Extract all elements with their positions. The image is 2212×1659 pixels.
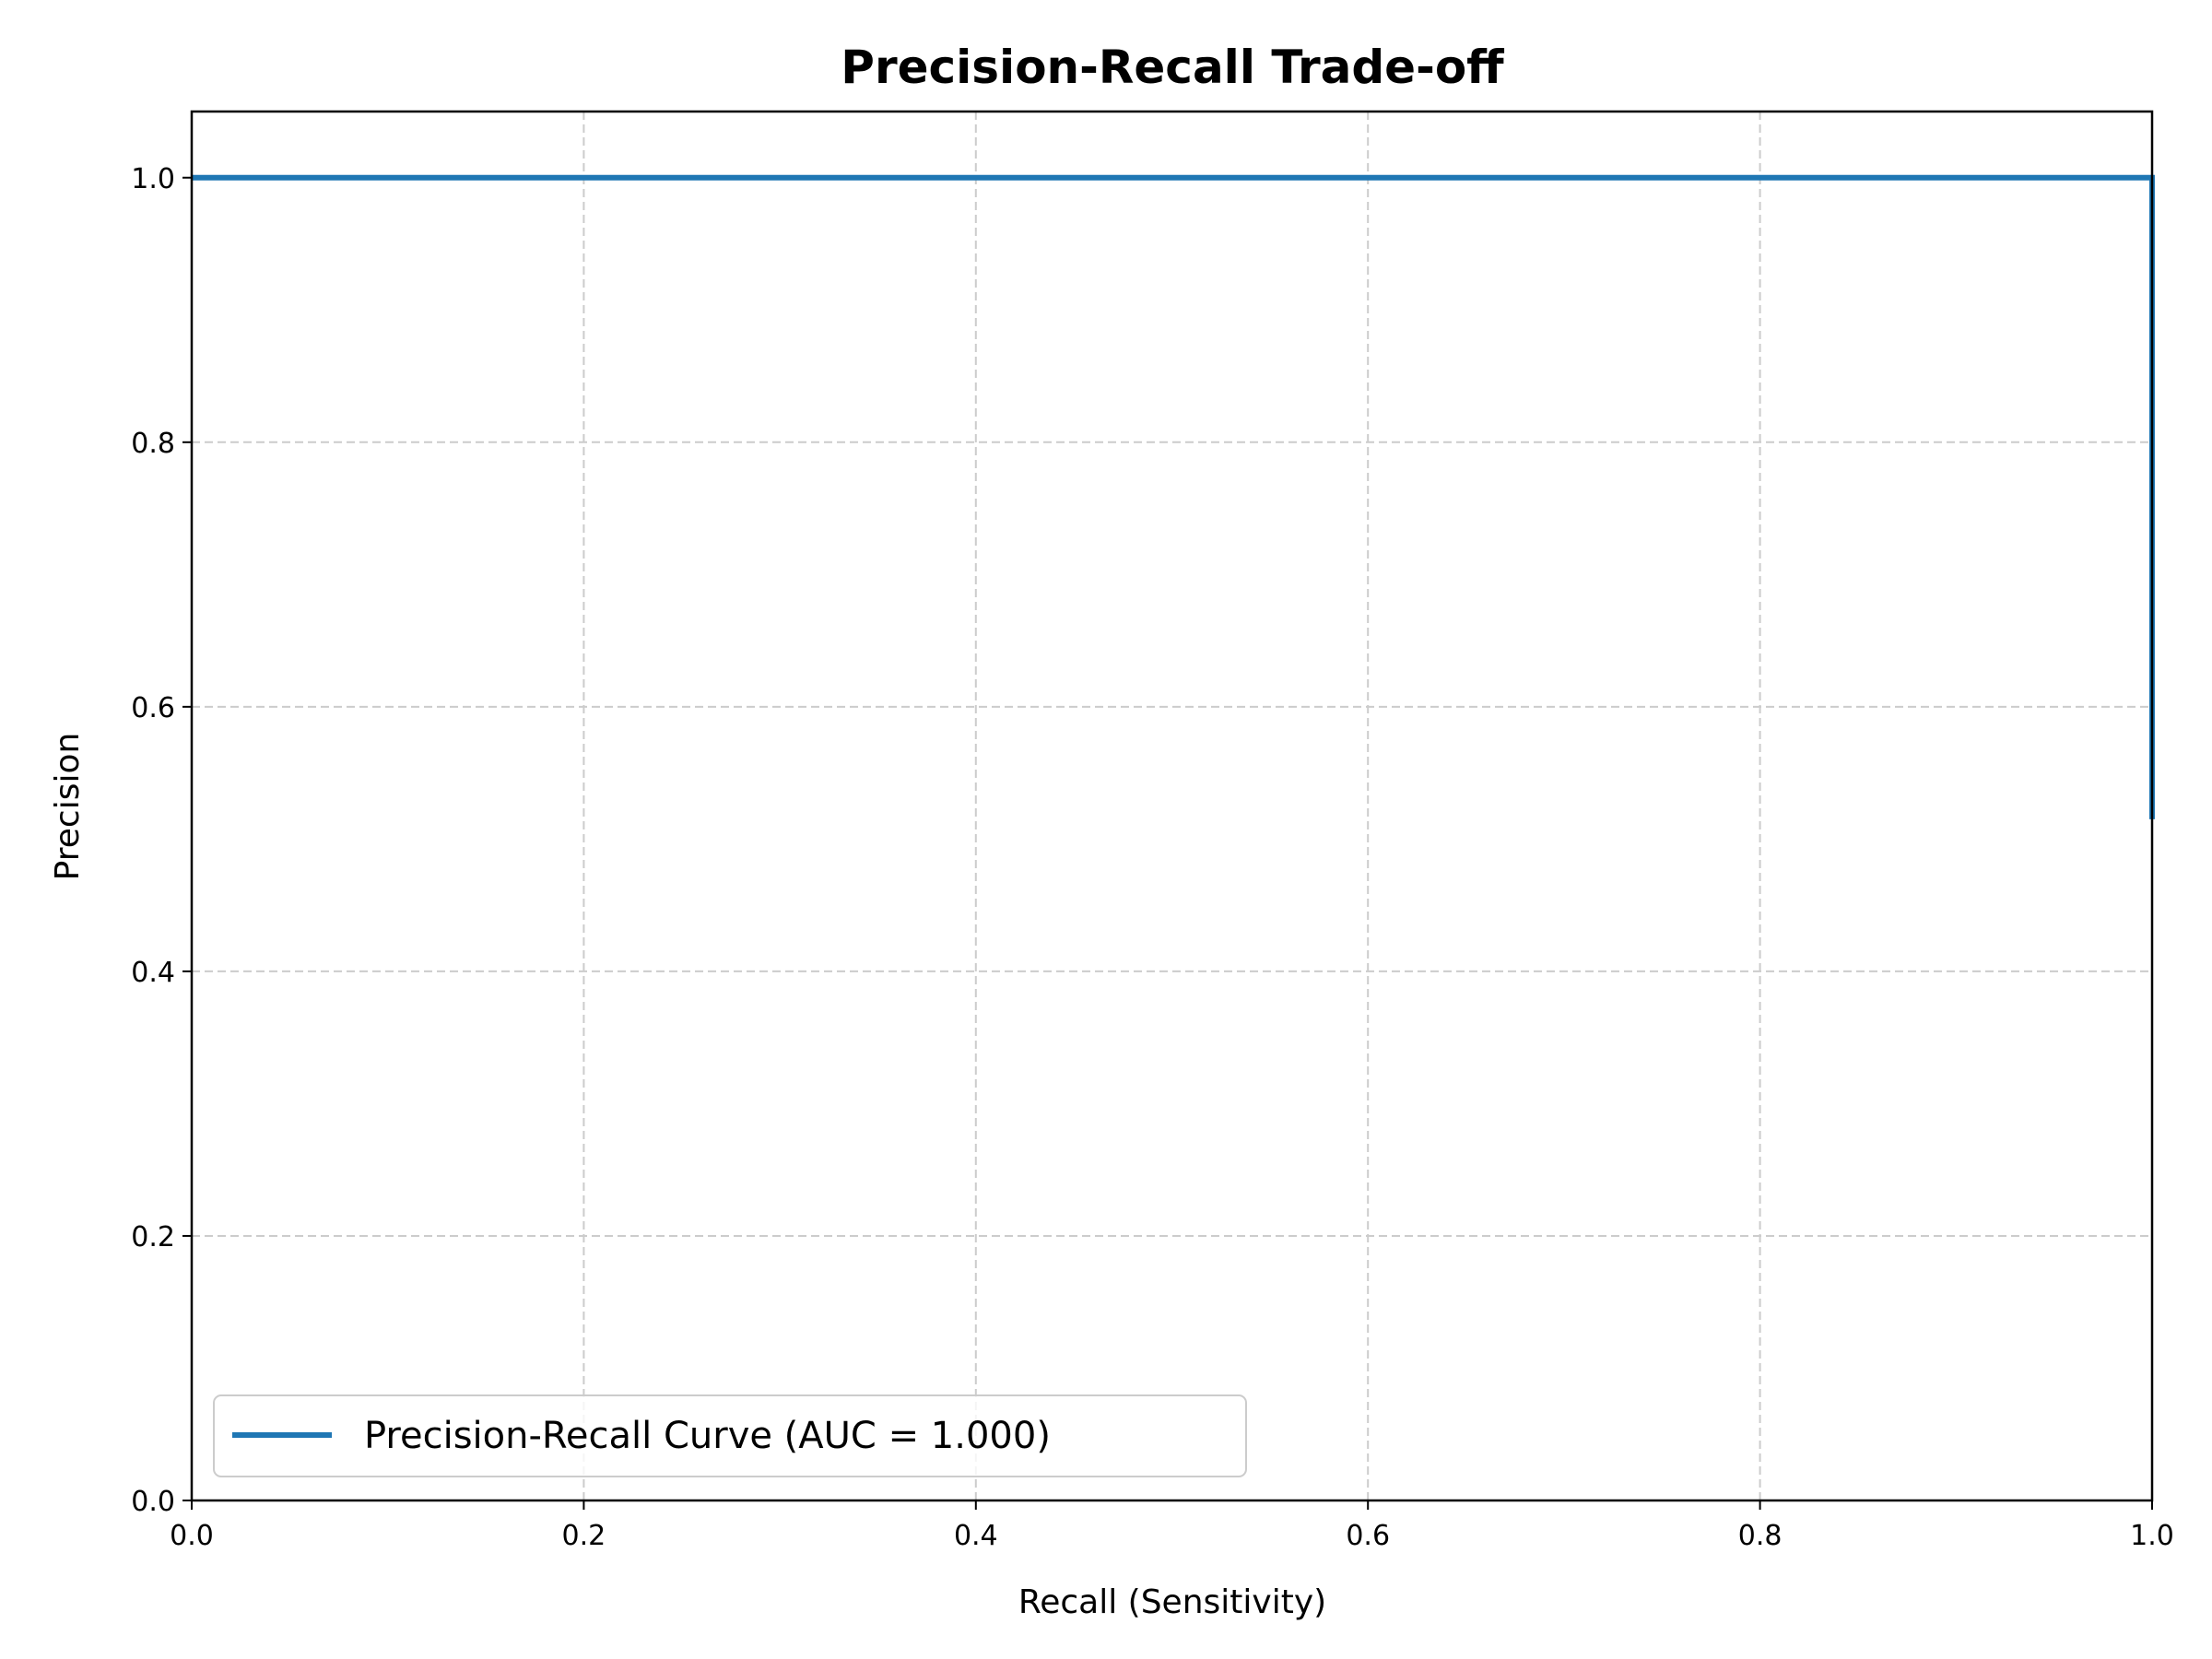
chart-title: Precision-Recall Trade-off: [841, 41, 1504, 94]
legend: Precision-Recall Curve (AUC = 1.000): [213, 1394, 1247, 1477]
x-tick-label: 0.0: [170, 1520, 214, 1552]
y-tick-label: 0.8: [131, 428, 175, 460]
series-layer: [192, 174, 2155, 819]
x-tick-label: 0.4: [954, 1520, 998, 1552]
y-tick-label: 0.0: [131, 1486, 175, 1518]
y-tick-label: 0.6: [131, 692, 175, 724]
x-tick-label: 0.6: [1346, 1520, 1390, 1552]
axes-frame: [190, 110, 2154, 1502]
y-tick-label: 0.2: [131, 1221, 175, 1253]
x-tick-label: 0.8: [1738, 1520, 1783, 1552]
x-tick-label: 0.2: [562, 1520, 606, 1552]
x-axis-label: Recall (Sensitivity): [1018, 1583, 1326, 1621]
y-axis-label: Precision: [49, 733, 87, 881]
y-tick-label: 0.4: [131, 957, 175, 989]
grid: [191, 112, 2153, 1501]
y-tick-label: 1.0: [131, 163, 175, 195]
x-tick-label: 1.0: [2130, 1520, 2174, 1552]
legend-box: [213, 1394, 1247, 1477]
legend-label: Precision-Recall Curve (AUC = 1.000): [364, 1415, 1051, 1457]
series-line: [192, 174, 2155, 819]
ticks: 0.0 0.2 0.4 0.6 0.8 1.0 0.0 0.2 0.4 0.6 0.8 1.0: [131, 163, 2174, 1552]
